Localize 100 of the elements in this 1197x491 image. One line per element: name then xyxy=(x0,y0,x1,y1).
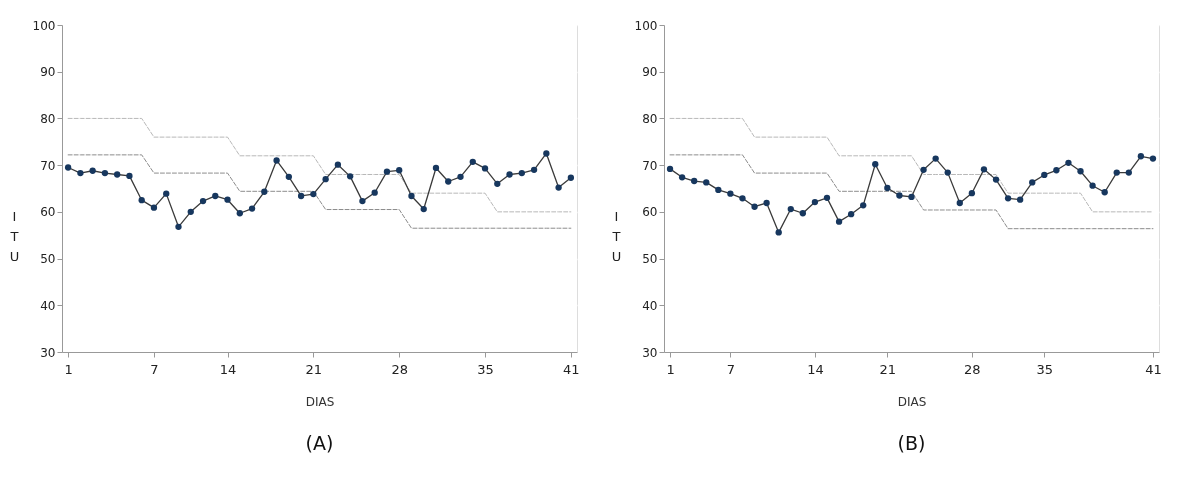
x-tick-label: 7 xyxy=(726,361,736,377)
point xyxy=(1101,189,1108,196)
point xyxy=(666,165,674,173)
point xyxy=(872,161,879,168)
point xyxy=(432,164,440,172)
point xyxy=(224,196,231,203)
point xyxy=(236,210,243,217)
y-tick-label: 90 xyxy=(642,65,658,80)
point xyxy=(530,166,538,173)
y-axis-title: ITU xyxy=(9,208,20,264)
point xyxy=(126,172,133,180)
x-tick-label: 14 xyxy=(807,361,824,377)
x-tick-label: 28 xyxy=(391,361,408,377)
point xyxy=(187,208,194,216)
point xyxy=(908,193,915,201)
point xyxy=(457,173,464,180)
point xyxy=(1149,155,1157,162)
point xyxy=(1065,159,1072,166)
point xyxy=(163,190,170,197)
point xyxy=(715,186,722,194)
y-tick-label: 90 xyxy=(40,65,56,80)
x-tick-label: 1 xyxy=(64,361,73,377)
point xyxy=(956,199,963,207)
text: (A) xyxy=(305,432,334,454)
point xyxy=(334,161,342,168)
point xyxy=(420,205,427,213)
point xyxy=(371,189,378,196)
point xyxy=(567,174,575,181)
y-tick-label: 100 xyxy=(32,18,56,33)
point xyxy=(920,166,927,173)
point xyxy=(506,171,513,178)
point xyxy=(114,171,121,178)
y-tick-label: 70 xyxy=(40,158,56,173)
point xyxy=(1017,196,1024,203)
x-tick-label: 35 xyxy=(477,361,494,377)
point xyxy=(322,176,329,183)
point xyxy=(678,174,686,181)
point xyxy=(199,197,207,205)
point xyxy=(992,176,1000,183)
point xyxy=(835,218,843,225)
point xyxy=(884,184,891,192)
y-tick-label: 40 xyxy=(40,298,56,313)
x-tick-label: 41 xyxy=(1145,361,1162,377)
point xyxy=(212,192,219,200)
point xyxy=(138,197,145,204)
point xyxy=(175,223,182,230)
point xyxy=(823,194,831,201)
point xyxy=(77,169,84,177)
y-tick-label: 30 xyxy=(642,345,658,360)
point xyxy=(1029,179,1036,186)
x-tick-label: 7 xyxy=(150,361,159,377)
point xyxy=(968,190,976,197)
point xyxy=(285,173,293,180)
point xyxy=(396,167,403,174)
point xyxy=(811,198,819,206)
point xyxy=(775,229,782,236)
point xyxy=(847,211,855,218)
x-tick-label: 1 xyxy=(666,361,675,377)
point xyxy=(555,184,562,191)
point xyxy=(1041,171,1048,179)
text: (B) xyxy=(897,432,926,454)
point xyxy=(359,197,366,205)
point xyxy=(273,157,280,164)
point xyxy=(150,204,158,211)
point xyxy=(89,167,96,174)
y-tick-label: 80 xyxy=(642,111,658,126)
point xyxy=(1004,195,1012,202)
point xyxy=(248,205,256,212)
x-axis-title: DIAS xyxy=(897,394,927,409)
point xyxy=(799,210,806,217)
point xyxy=(445,178,452,185)
point xyxy=(297,192,305,200)
point xyxy=(932,155,939,162)
point xyxy=(1089,182,1096,189)
point xyxy=(787,205,794,213)
point xyxy=(1077,168,1084,175)
x-tick-label: 35 xyxy=(1036,361,1054,377)
point xyxy=(408,192,415,200)
point xyxy=(1113,169,1120,176)
point xyxy=(763,199,770,207)
point xyxy=(64,164,72,171)
x-tick-label: 14 xyxy=(219,361,237,377)
y-tick-label: 60 xyxy=(642,205,658,220)
y-tick-label: 80 xyxy=(40,111,56,126)
x-tick-label: 21 xyxy=(305,361,323,377)
y-tick-label: 50 xyxy=(40,252,56,267)
point xyxy=(980,166,988,173)
y-tick-label: 70 xyxy=(642,158,658,173)
point xyxy=(860,202,867,209)
point xyxy=(383,168,391,175)
point xyxy=(494,180,501,187)
point xyxy=(1137,153,1145,160)
point xyxy=(703,179,710,186)
point xyxy=(1053,167,1060,174)
point xyxy=(896,192,903,199)
point xyxy=(101,169,109,177)
point xyxy=(469,158,476,166)
x-axis-title: DIAS xyxy=(305,394,335,409)
point xyxy=(944,169,951,176)
y-tick-label: 50 xyxy=(642,252,658,267)
